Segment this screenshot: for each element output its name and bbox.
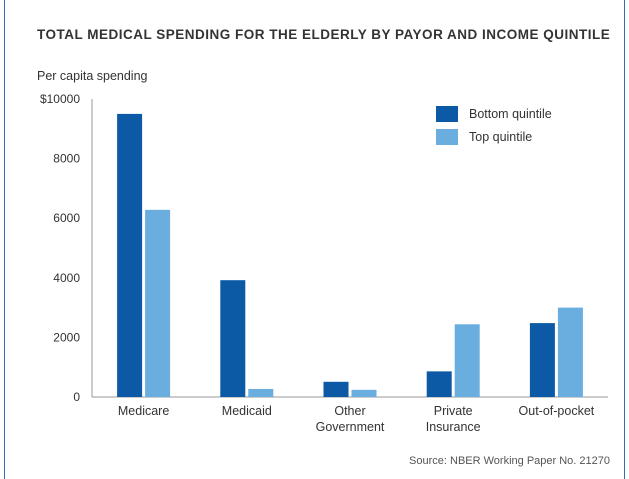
frame-left-border <box>4 0 5 479</box>
bar-top-quintile <box>248 388 274 397</box>
x-category-label: Government <box>316 420 385 434</box>
x-category-label: Medicaid <box>222 404 272 418</box>
x-category-label: Other <box>334 404 365 418</box>
y-tick-label: 0 <box>73 390 80 404</box>
legend-label: Top quintile <box>469 130 532 144</box>
y-axis-label: Per capita spending <box>37 69 148 83</box>
frame-right-border <box>624 0 625 479</box>
x-category-label: Private <box>434 404 473 418</box>
chart-title: TOTAL MEDICAL SPENDING FOR THE ELDERLY B… <box>37 27 611 42</box>
y-tick-label: 4000 <box>53 271 80 285</box>
legend-swatch <box>436 106 458 122</box>
bar-bottom-quintile <box>323 381 349 397</box>
y-tick-label: 8000 <box>53 152 80 166</box>
bar-bottom-quintile <box>529 323 555 397</box>
bar-top-quintile <box>454 324 480 397</box>
bar-top-quintile <box>557 307 583 397</box>
legend-swatch <box>436 129 458 145</box>
y-tick-label: 2000 <box>53 330 80 344</box>
bar-bottom-quintile <box>426 371 452 397</box>
x-category-label: Out-of-pocket <box>519 404 595 418</box>
bar-top-quintile <box>145 209 171 397</box>
bar-bottom-quintile <box>220 280 246 397</box>
legend-label: Bottom quintile <box>469 107 552 121</box>
source-note: Source: NBER Working Paper No. 21270 <box>409 455 610 467</box>
bar-top-quintile <box>351 389 377 397</box>
y-tick-label: 6000 <box>53 211 80 225</box>
y-tick-label: $10000 <box>40 92 80 106</box>
x-category-label: Medicare <box>118 404 169 418</box>
bar-bottom-quintile <box>117 113 143 398</box>
x-category-label: Insurance <box>426 420 481 434</box>
